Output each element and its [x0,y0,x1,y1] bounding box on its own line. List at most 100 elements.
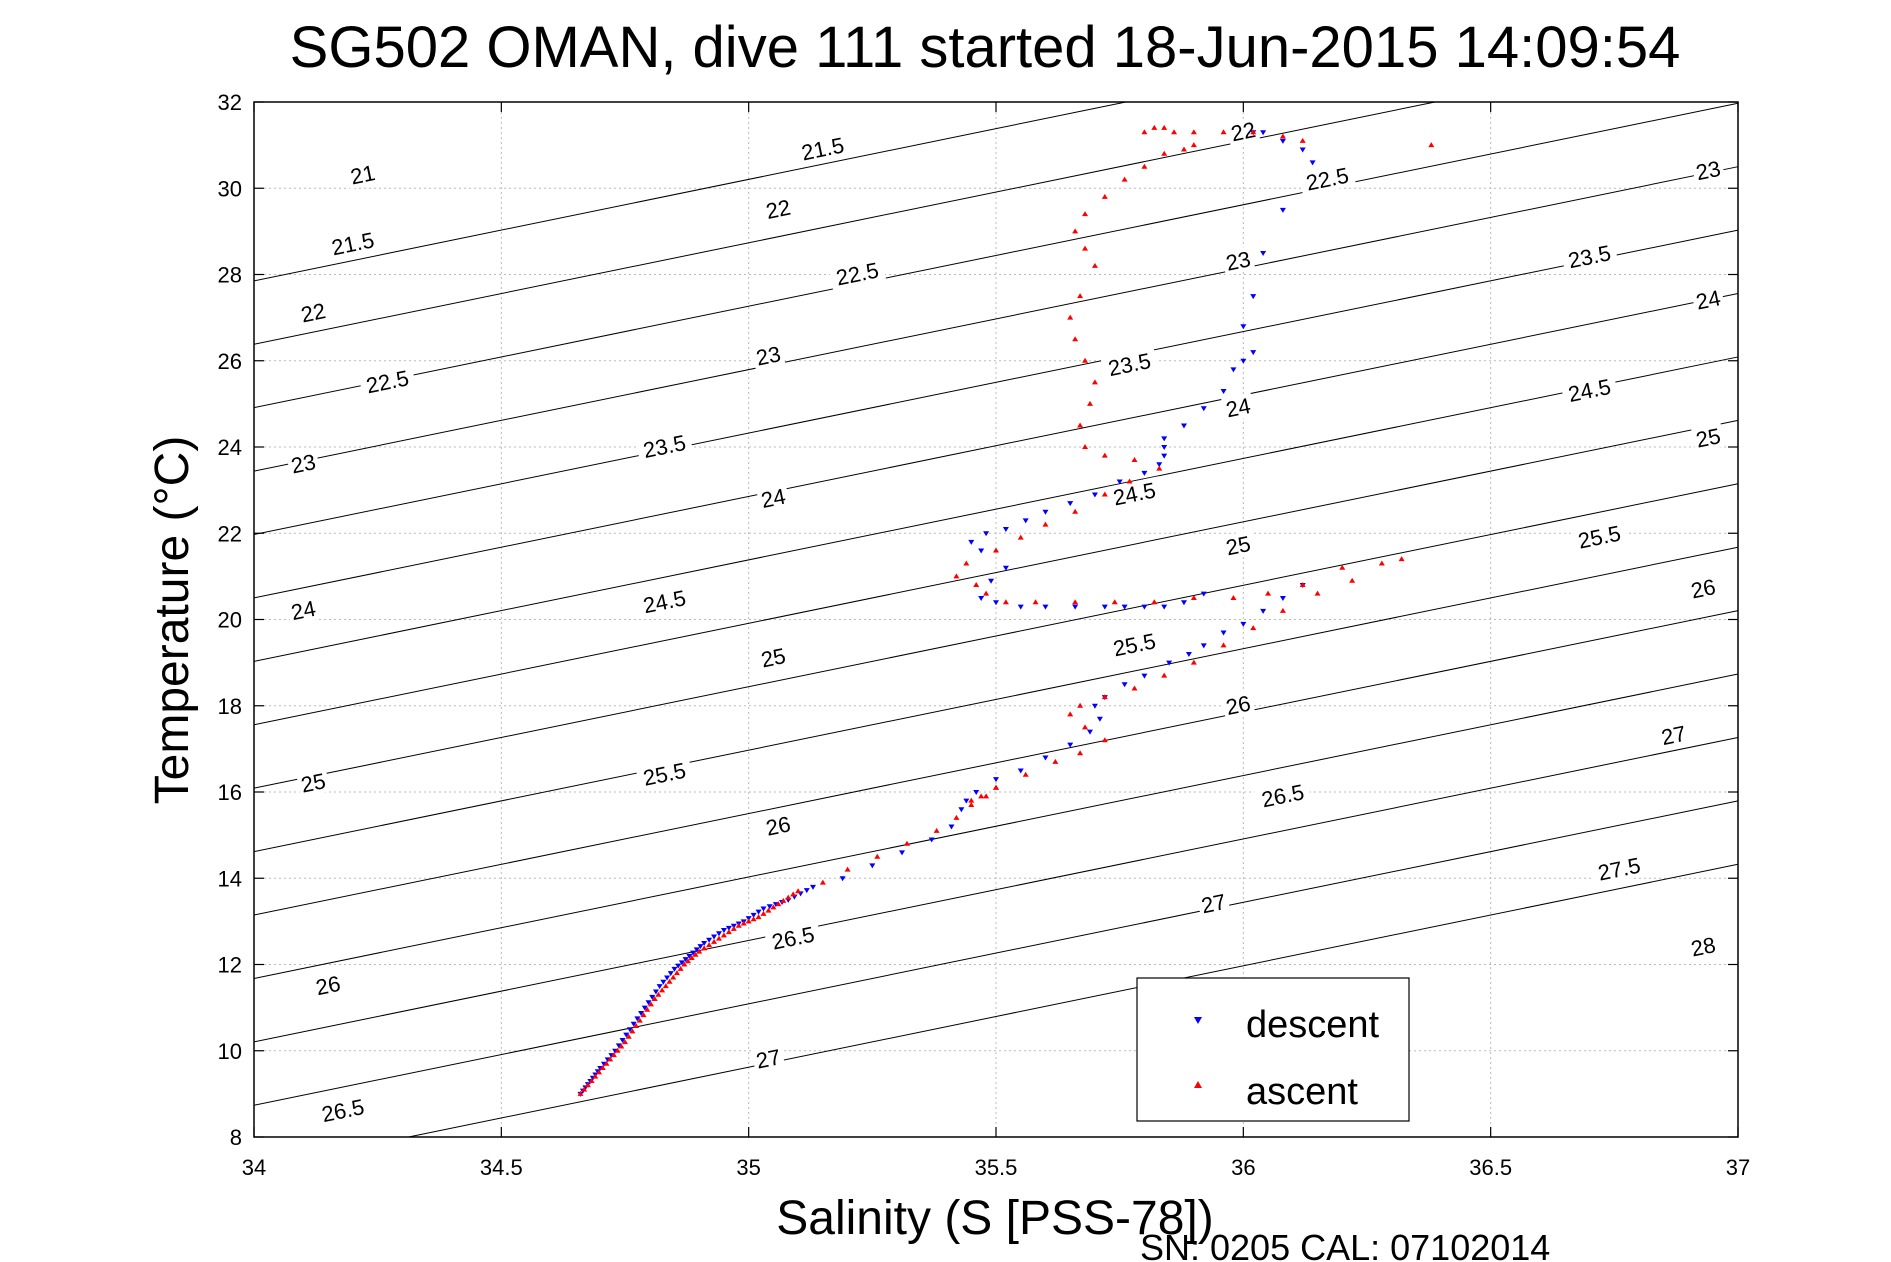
contour-label-backing [1686,931,1721,962]
ascent-point [903,840,910,846]
ascent-point [770,904,777,910]
descent-point [720,928,727,933]
contour-label-text: 23.5 [1106,348,1153,381]
y-tick-label: 12 [218,953,242,978]
contour-label: 25.5 [1570,519,1629,554]
ascent-point [1161,672,1168,678]
ascent-point [755,914,762,920]
descent-point [1017,604,1024,610]
contour-label-backing [310,970,346,1000]
density-contour [253,293,1739,599]
ascent-point [677,965,684,971]
contour-label: 25 [296,767,331,798]
descent-point [1116,479,1123,485]
descent-point [711,934,718,940]
descent-point [1230,367,1237,373]
descent-point [725,925,732,931]
y-tick-label: 26 [218,349,242,374]
contour-label-backing [1221,245,1256,276]
descent-point [1200,591,1207,597]
descent-point [1220,388,1227,394]
ascent-point [968,801,975,807]
ascent-point [1072,508,1079,514]
contour-label: 27 [1196,888,1231,918]
contour-label-text: 26.5 [1259,779,1306,812]
ascent-point [1077,750,1084,756]
descent-point [675,963,682,969]
ascent-point [577,1090,584,1096]
descent-point [1161,445,1168,450]
ascent-point [603,1060,610,1066]
contour-label-backing [761,194,796,224]
ascent-point [933,827,940,833]
x-tick-label: 35 [736,1155,760,1180]
contour-label-backing [286,595,321,625]
descent-point [656,984,663,990]
contour-label: 24.5 [635,584,694,619]
legend-descent-label: descent [1246,1004,1380,1046]
density-contour [253,419,1739,726]
y-tick-label: 8 [230,1125,242,1150]
ascent-point [1101,737,1108,743]
ascent-point [610,1052,617,1058]
descent-point [623,1032,630,1038]
ascent-point [1101,694,1108,700]
ascent-point [790,891,797,897]
ascent-point [1101,452,1108,458]
ascent-point [618,1043,625,1049]
ascent-point [1072,599,1079,605]
descent-point [750,912,757,918]
ascent-point [795,888,802,894]
descent-point [649,994,656,1000]
ascent-point [735,922,742,928]
descent-point [928,837,935,843]
descent-point [615,1043,622,1049]
ascent-point [968,797,975,803]
density-contour [253,101,1126,282]
contour-label: 21 [345,159,380,190]
descent-point [664,975,671,981]
ascent-point [1279,607,1286,613]
contour-label: 25.5 [635,756,694,791]
y-tick-label: 22 [218,521,242,546]
ascent-point [993,784,999,790]
ascent-point [1086,400,1093,406]
descent-point [755,909,762,915]
descent-point [1091,492,1098,498]
density-contour [253,102,1739,409]
ascent-point [1032,599,1039,605]
contour-label-text: 26 [314,971,343,1000]
ascent-point [1002,599,1009,605]
descent-point [1279,595,1286,601]
contour-label-backing [358,364,417,399]
contour-label-text: 25 [1224,531,1253,560]
contour-label: 23 [1221,245,1256,276]
y-axis-ticks: 8 10 12 14 16 18 20 22 24 26 28 30 32 [218,90,1738,1150]
descent-point [697,944,704,950]
ascent-point [614,1047,621,1053]
contour-label-backing [756,483,791,513]
descent-point [1086,729,1093,735]
ascent-point [1022,771,1029,777]
descent-point [1240,621,1247,627]
descent-point [1161,436,1168,442]
ascent-point [1067,711,1074,717]
x-tick-label: 34.5 [480,1155,523,1180]
contour-label: 25 [1221,530,1256,560]
descent-point [963,798,970,804]
contour-label-text: 24 [759,484,788,513]
ascent-point [953,573,960,579]
contour-label-backing [1226,116,1261,146]
ascent-point [760,910,767,916]
y-axis-label: Temperature (°C) [146,436,199,805]
ascent-point [983,590,990,596]
descent-point [1156,462,1163,468]
contour-label-text: 23 [1694,156,1723,185]
contour-label: 24.5 [1105,476,1164,511]
ascent-point [1126,478,1133,484]
ascent-point [1101,193,1108,199]
ascent-point [1190,142,1197,148]
ascent-point [1141,129,1148,135]
contour-label-backing [751,1043,786,1074]
y-tick-label: 28 [218,263,242,288]
